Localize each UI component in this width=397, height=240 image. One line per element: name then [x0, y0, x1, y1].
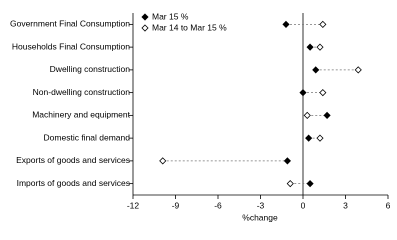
marker — [282, 20, 290, 28]
x-tick-label: 6 — [386, 200, 391, 210]
legend-marker — [141, 24, 149, 32]
x-tick-label: 3 — [343, 200, 348, 210]
marker — [319, 20, 327, 28]
marker — [159, 157, 167, 165]
marker — [312, 66, 320, 74]
legend-marker — [141, 13, 149, 21]
marker — [306, 43, 314, 51]
x-tick-label: -3 — [257, 200, 265, 210]
y-tick-label: Domestic final demand — [44, 132, 131, 142]
marker — [286, 180, 294, 188]
marker — [305, 134, 313, 142]
marker — [316, 43, 324, 51]
marker — [323, 111, 331, 119]
x-axis-label: %change — [242, 212, 278, 222]
marker — [283, 157, 291, 165]
y-tick-label: Machinery and equipment — [32, 110, 130, 120]
x-tick-label: -9 — [172, 200, 180, 210]
y-tick-label: Households Final Consumption — [12, 41, 130, 51]
marker — [316, 134, 324, 142]
x-tick-label: -12 — [127, 200, 140, 210]
y-tick-label: Imports of goods and services — [17, 178, 130, 188]
x-tick-label: -6 — [214, 200, 222, 210]
y-tick-label: Exports of goods and services — [16, 155, 130, 165]
chart: %change -12 -9 -6 -3 0 3 6 Government Final Con… — [10, 11, 391, 222]
marker — [299, 89, 307, 97]
y-tick-label: Government Final Consumption — [10, 19, 130, 29]
marker — [319, 89, 327, 97]
x-tick-label: 0 — [301, 200, 306, 210]
marker — [303, 111, 311, 119]
legend-label: Mar 14 to Mar 15 % — [152, 22, 227, 32]
legend-label: Mar 15 % — [152, 11, 189, 21]
marker — [306, 180, 314, 188]
y-tick-label: Dwelling construction — [50, 64, 131, 74]
marker — [354, 66, 362, 74]
y-tick-label: Non-dwelling construction — [33, 87, 131, 97]
